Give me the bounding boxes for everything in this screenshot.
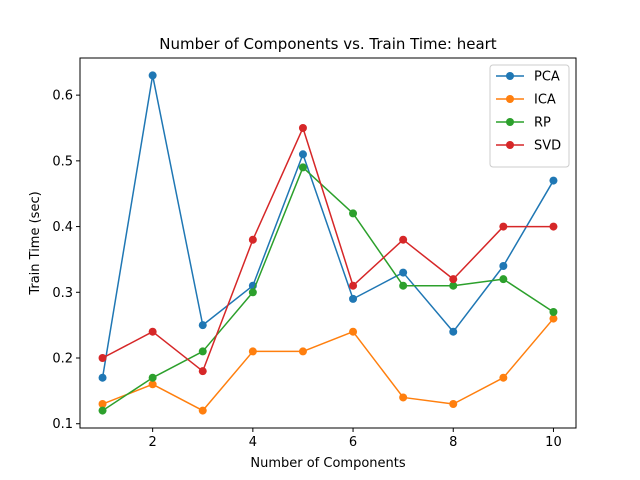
data-point-svd — [248, 235, 257, 244]
x-tick-label: 2 — [149, 435, 157, 450]
data-point-pca — [449, 327, 458, 336]
data-point-pca — [499, 262, 508, 271]
x-tick-label: 6 — [349, 435, 357, 450]
series-svd — [98, 123, 558, 376]
x-axis-label: Number of Components — [250, 456, 405, 471]
data-point-ica — [449, 400, 458, 409]
legend-entry-rp: RP — [496, 116, 551, 131]
data-point-ica — [298, 347, 307, 356]
data-point-rp — [349, 209, 358, 218]
data-point-rp — [148, 373, 157, 382]
legend-entry-pca: PCA — [496, 70, 560, 85]
data-point-rp — [248, 288, 257, 297]
data-point-ica — [248, 347, 257, 356]
series-layer — [98, 71, 558, 415]
data-point-rp — [549, 308, 558, 317]
legend-marker-ica — [506, 95, 514, 103]
legend-marker-rp — [506, 118, 514, 126]
y-axis-label: Train Time (sec) — [28, 191, 43, 295]
data-point-svd — [198, 367, 207, 376]
legend-label-rp: RP — [534, 116, 551, 131]
series-ica — [98, 314, 558, 415]
data-point-pca — [298, 150, 307, 159]
y-tick-label: 0.5 — [52, 154, 73, 169]
data-point-svd — [499, 222, 508, 231]
legend-marker-svd — [506, 141, 514, 149]
data-point-ica — [148, 380, 157, 389]
y-axis-ticks: 0.1 0.2 0.3 0.4 0.5 0.6 — [52, 89, 80, 432]
legend-label-svd: SVD — [534, 139, 561, 154]
y-tick-label: 0.3 — [52, 286, 73, 301]
series-rp — [98, 163, 558, 415]
data-point-pca — [98, 373, 107, 382]
data-point-ica — [399, 393, 408, 402]
data-point-ica — [499, 373, 508, 382]
data-point-rp — [98, 406, 107, 415]
x-tick-label: 8 — [449, 435, 457, 450]
data-point-ica — [198, 406, 207, 415]
y-tick-label: 0.6 — [52, 89, 73, 104]
chart-title: Number of Components vs. Train Time: hea… — [159, 35, 497, 53]
data-point-pca — [549, 176, 558, 185]
data-point-svd — [148, 327, 157, 336]
legend-marker-pca — [506, 72, 514, 80]
data-point-svd — [298, 123, 307, 132]
y-tick-label: 0.1 — [52, 417, 73, 432]
data-point-rp — [449, 281, 458, 290]
legend-entry-ica: ICA — [496, 93, 556, 108]
data-point-pca — [399, 268, 408, 277]
legend-label-pca: PCA — [534, 70, 560, 85]
series-line-ica — [102, 318, 555, 412]
data-point-svd — [399, 235, 408, 244]
y-tick-label: 0.2 — [52, 352, 73, 367]
data-point-rp — [298, 163, 307, 172]
legend-label-ica: ICA — [534, 93, 556, 108]
data-point-rp — [499, 275, 508, 284]
data-point-svd — [549, 222, 558, 231]
series-line-svd — [102, 127, 554, 372]
x-tick-label: 10 — [545, 435, 562, 450]
data-point-pca — [198, 321, 207, 330]
data-point-pca — [148, 71, 157, 80]
y-tick-label: 0.4 — [52, 220, 73, 235]
x-axis-ticks: 2 4 6 8 10 — [149, 428, 562, 450]
data-point-svd — [349, 281, 358, 290]
series-line-pca — [101, 74, 555, 378]
legend-entry-svd: SVD — [496, 139, 561, 154]
series-line-rp — [102, 166, 554, 412]
series-pca — [98, 71, 558, 382]
data-point-ica — [349, 327, 358, 336]
data-point-svd — [449, 275, 458, 284]
plot-frame — [79, 57, 577, 429]
data-point-rp — [198, 347, 207, 356]
data-point-ica — [98, 400, 107, 409]
data-point-rp — [399, 281, 408, 290]
data-point-svd — [98, 354, 107, 363]
data-point-ica — [549, 314, 558, 323]
legend: PCA ICA RP SVD — [489, 64, 570, 168]
data-point-pca — [349, 294, 358, 303]
x-tick-label: 4 — [249, 435, 257, 450]
